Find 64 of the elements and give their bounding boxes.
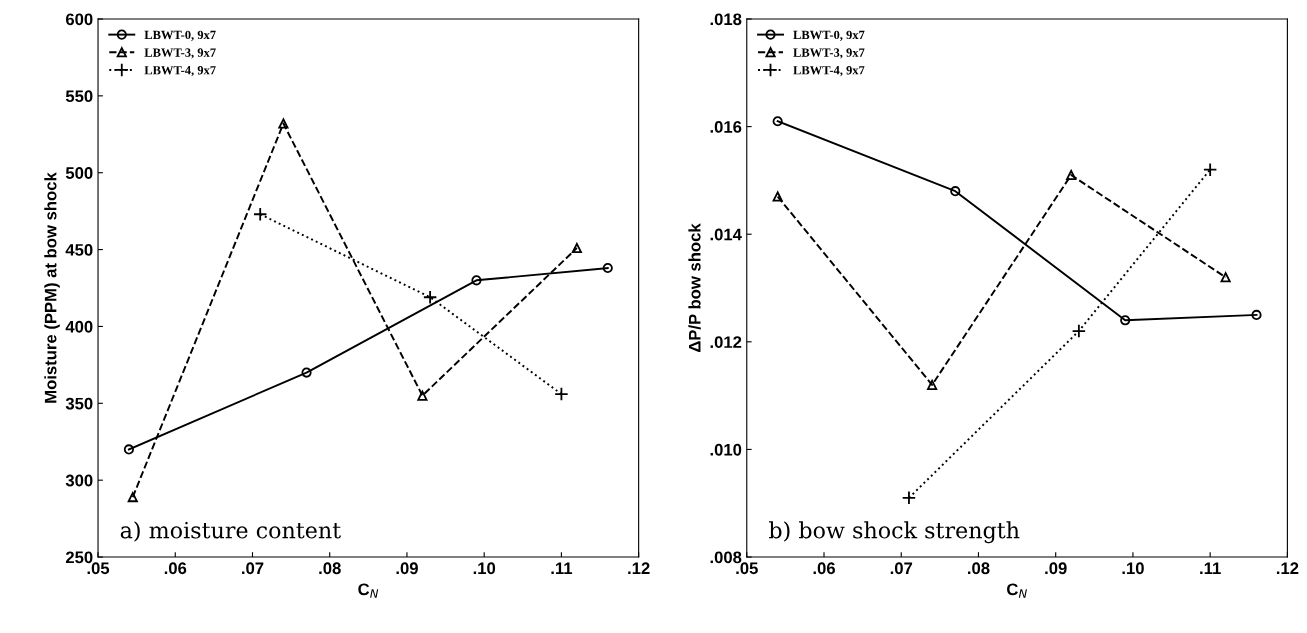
y-tick-label: 600 — [65, 13, 93, 26]
point — [422, 290, 438, 305]
y-tick-label: .016 — [710, 121, 742, 133]
x-tick-label: .09 — [396, 562, 418, 575]
y-tick-label: 400 — [65, 320, 93, 333]
point — [278, 118, 289, 129]
point — [301, 367, 312, 378]
legend-label: LBWT-0, 9x7 — [144, 30, 216, 41]
point — [127, 492, 138, 503]
legend-label: LBWT-3, 9x7 — [793, 48, 865, 59]
point — [772, 116, 783, 127]
point — [602, 262, 613, 274]
x-tick-label: .06 — [813, 562, 835, 575]
x-tick-label: .06 — [164, 562, 187, 575]
x-tick-label: .12 — [628, 562, 650, 574]
y-tick-label: 250 — [65, 551, 93, 564]
x-tick-label: .08 — [968, 562, 990, 575]
point — [417, 390, 428, 401]
x-axis-title: C$_{N}$ — [358, 583, 379, 598]
annotation: b) bow shock strength — [769, 521, 1020, 544]
point — [1251, 309, 1262, 320]
x-tick-label: .07 — [242, 562, 264, 575]
point — [571, 242, 582, 254]
point — [471, 275, 482, 286]
point — [901, 490, 917, 506]
x-tick-label: .12 — [1276, 562, 1299, 574]
point — [1066, 169, 1077, 181]
point — [927, 379, 938, 390]
point — [554, 386, 569, 402]
point — [253, 207, 268, 222]
y-tick-label: 500 — [65, 167, 93, 179]
point — [1203, 162, 1218, 177]
y-tick-label: 350 — [65, 397, 93, 410]
point — [772, 191, 783, 202]
annotation: a) moisture content — [120, 521, 341, 542]
point — [1120, 315, 1131, 326]
x-tick-label: .05 — [87, 562, 110, 575]
point — [950, 186, 961, 197]
y-axis-title: ΔP/P bow shock — [688, 223, 701, 352]
x-tick-label: .11 — [1200, 562, 1221, 574]
legend-label: LBWT-3, 9x7 — [144, 48, 216, 59]
legend-label: LBWT-4, 9x7 — [144, 66, 216, 77]
x-tick-label: .10 — [1122, 562, 1144, 575]
y-tick-label: .010 — [710, 443, 742, 456]
y-tick-label: 550 — [65, 90, 93, 103]
legend-label: LBWT-0, 9x7 — [793, 30, 865, 41]
y-tick-label: .008 — [710, 551, 742, 564]
x-tick-label: .09 — [1045, 562, 1067, 575]
y-tick-label: .018 — [710, 13, 742, 26]
y-axis-title: Moisture (PPM) at bow shock — [44, 172, 60, 403]
y-tick-label: 300 — [65, 474, 93, 487]
y-tick-label: .014 — [710, 228, 742, 241]
y-tick-label: .012 — [710, 336, 742, 349]
x-tick-label: .07 — [890, 562, 913, 575]
point — [123, 444, 134, 455]
point — [1071, 323, 1087, 339]
y-tick-label: 450 — [65, 243, 93, 256]
x-tick-label: .11 — [551, 562, 573, 574]
x-tick-label: .05 — [736, 562, 758, 575]
legend-label: LBWT-4, 9x7 — [793, 66, 865, 77]
x-tick-label: .10 — [473, 562, 496, 575]
x-axis-title: C$_{N}$ — [1007, 583, 1027, 598]
point — [1220, 272, 1231, 283]
x-tick-label: .08 — [319, 562, 341, 575]
